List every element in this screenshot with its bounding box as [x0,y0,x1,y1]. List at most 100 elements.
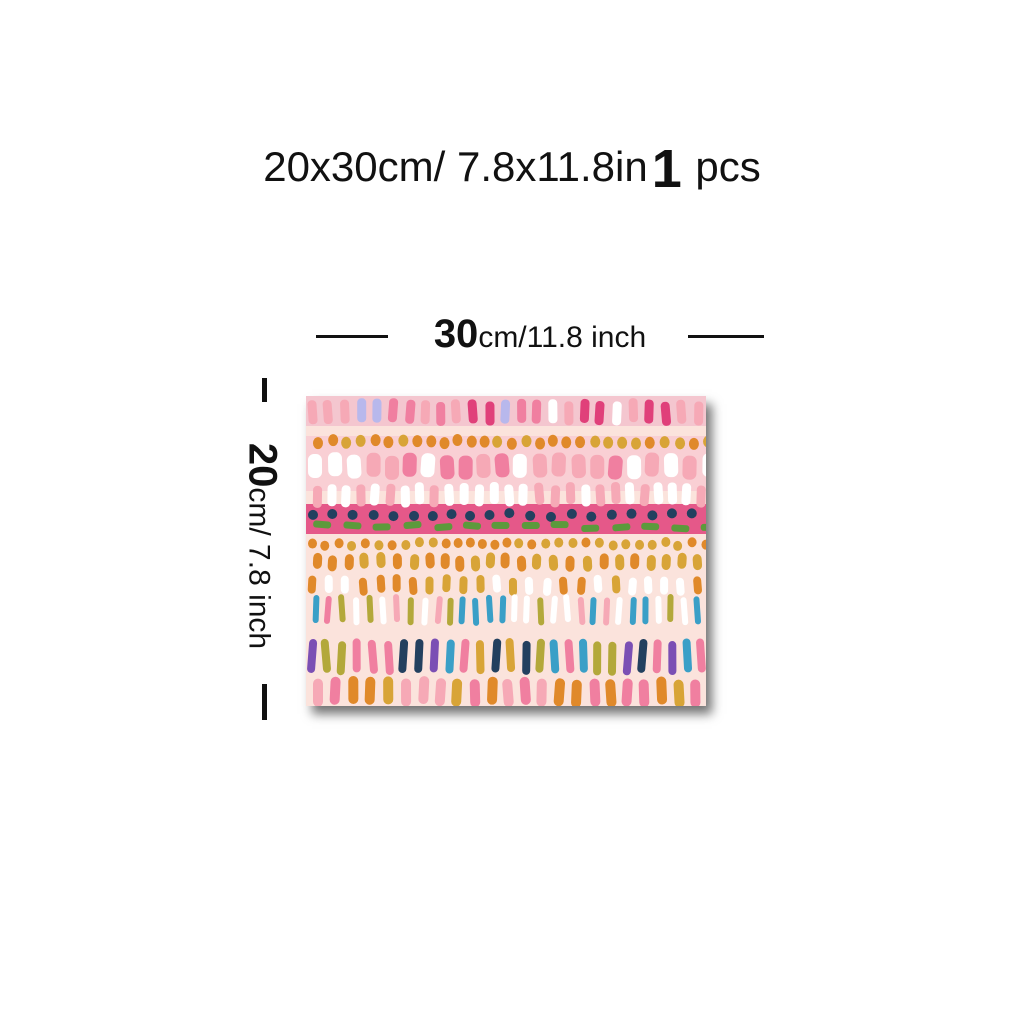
paint-stroke [667,482,678,505]
paint-stroke [407,597,414,626]
paint-stroke [418,676,430,705]
paint-stroke [599,553,609,570]
size-text: 20x30cm/ 7.8x11.8in [263,143,648,190]
width-dimension-line-left [316,335,388,338]
paint-stroke [593,641,602,676]
paint-stroke [425,552,435,569]
paint-dot [465,537,475,548]
paint-dot [446,509,457,520]
paint-stroke [518,483,528,506]
paint-dot [409,510,420,521]
paint-dot [547,434,558,447]
paint-stroke [660,401,672,426]
paint-dot [387,540,397,551]
paint-stroke [511,594,518,623]
paint-dot [701,539,706,550]
paint-stroke [459,482,469,505]
paint-dot [506,437,517,450]
paint-dot [568,537,578,548]
paint-dot [586,511,597,522]
paint-stroke [320,638,331,673]
paint-stroke [696,638,706,673]
paint-dot [621,539,631,550]
paint-dot [575,436,586,449]
paint-stroke [343,521,362,530]
paint-stroke [611,575,621,594]
paint-stroke [550,485,561,508]
paint-stroke [577,576,586,595]
paint-dot [374,540,384,551]
paint-stroke [542,577,552,596]
paint-stroke [693,596,701,625]
paint-stroke [393,594,401,623]
paint-stroke [500,552,510,569]
paint-stroke [462,521,481,530]
paint-stroke [641,522,660,531]
width-value: 30 [433,312,479,356]
paint-stroke [565,555,575,572]
paint-dot [647,539,657,550]
paint-dot [688,437,699,450]
paint-stroke [548,554,559,571]
paint-dot [453,538,463,549]
size-title: 20x30cm/ 7.8x11.8in1 pcs [0,132,1024,199]
paint-stroke [548,399,558,424]
paint-stroke [660,576,669,595]
paint-stroke [403,521,422,530]
paint-stroke [571,679,582,706]
paint-dot [686,508,697,519]
paint-dot [492,435,503,448]
paint-stroke [312,552,323,569]
paint-dot [626,508,637,519]
paint-stroke [348,676,359,705]
paint-stroke [682,638,693,673]
paint-stroke [558,576,568,595]
paint-stroke [356,484,366,507]
paint-stroke [383,676,394,705]
paint-stroke [653,482,664,505]
paint-stroke [384,641,394,675]
paint-dot [581,537,591,548]
paint-dot [479,435,490,448]
paint-stroke [485,401,495,426]
paint-stroke [531,399,542,424]
paint-dot [502,537,512,548]
paint-stroke [387,398,399,423]
paint-stroke [661,554,671,571]
paint-stroke [519,676,531,705]
width-dimension-line-right [688,335,764,338]
paint-dot [441,538,451,549]
paint-dot [606,509,617,520]
paint-stroke [677,552,687,569]
paint-stroke [622,641,633,676]
paint-stroke [366,594,374,623]
quantity-value: 1 [651,139,682,199]
paint-stroke [487,676,498,705]
paint-stroke [476,574,485,593]
paint-stroke [577,597,586,625]
paint-stroke [327,452,343,477]
paint-stroke [673,679,685,706]
paint-stroke [550,595,558,624]
canvas-print [306,396,706,706]
paint-stroke [400,485,411,508]
abstract-dot-painting [306,396,706,706]
paint-stroke [323,596,332,624]
paint-stroke [376,574,386,593]
paint-stroke [612,523,631,532]
paint-stroke [512,453,527,478]
paint-stroke [595,484,606,507]
paint-stroke [692,554,703,571]
paint-stroke [405,399,416,424]
paint-stroke [671,524,690,533]
paint-dot [490,539,500,550]
paint-dot [360,538,370,549]
paint-dot [347,540,357,551]
paint-stroke [700,523,706,531]
paint-stroke [414,638,424,673]
paint-stroke [690,679,701,706]
paint-stroke [642,596,649,625]
paint-dot [383,436,394,449]
paint-dot [675,437,686,450]
paint-stroke [385,483,396,506]
